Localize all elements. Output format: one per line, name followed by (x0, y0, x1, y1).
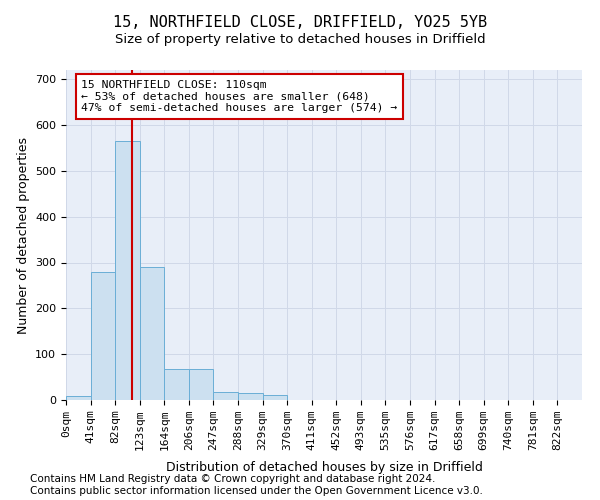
Text: 15, NORTHFIELD CLOSE, DRIFFIELD, YO25 5YB: 15, NORTHFIELD CLOSE, DRIFFIELD, YO25 5Y… (113, 15, 487, 30)
Bar (189, 369, 214, 400)
Text: Size of property relative to detached houses in Driffield: Size of property relative to detached ho… (115, 32, 485, 46)
Bar (91, 272, 115, 400)
Text: Contains HM Land Registry data © Crown copyright and database right 2024.: Contains HM Land Registry data © Crown c… (30, 474, 436, 484)
Bar (263, 396, 287, 400)
Bar (66, 396, 91, 400)
Y-axis label: Number of detached properties: Number of detached properties (17, 136, 29, 334)
Text: Contains public sector information licensed under the Open Government Licence v3: Contains public sector information licen… (30, 486, 483, 496)
Bar (214, 392, 238, 400)
Bar (238, 393, 263, 400)
Text: 15 NORTHFIELD CLOSE: 110sqm
← 53% of detached houses are smaller (648)
47% of se: 15 NORTHFIELD CLOSE: 110sqm ← 53% of det… (82, 80, 398, 113)
Bar (140, 267, 164, 400)
Bar (115, 141, 140, 400)
Bar (164, 369, 189, 400)
X-axis label: Distribution of detached houses by size in Driffield: Distribution of detached houses by size … (166, 462, 482, 474)
